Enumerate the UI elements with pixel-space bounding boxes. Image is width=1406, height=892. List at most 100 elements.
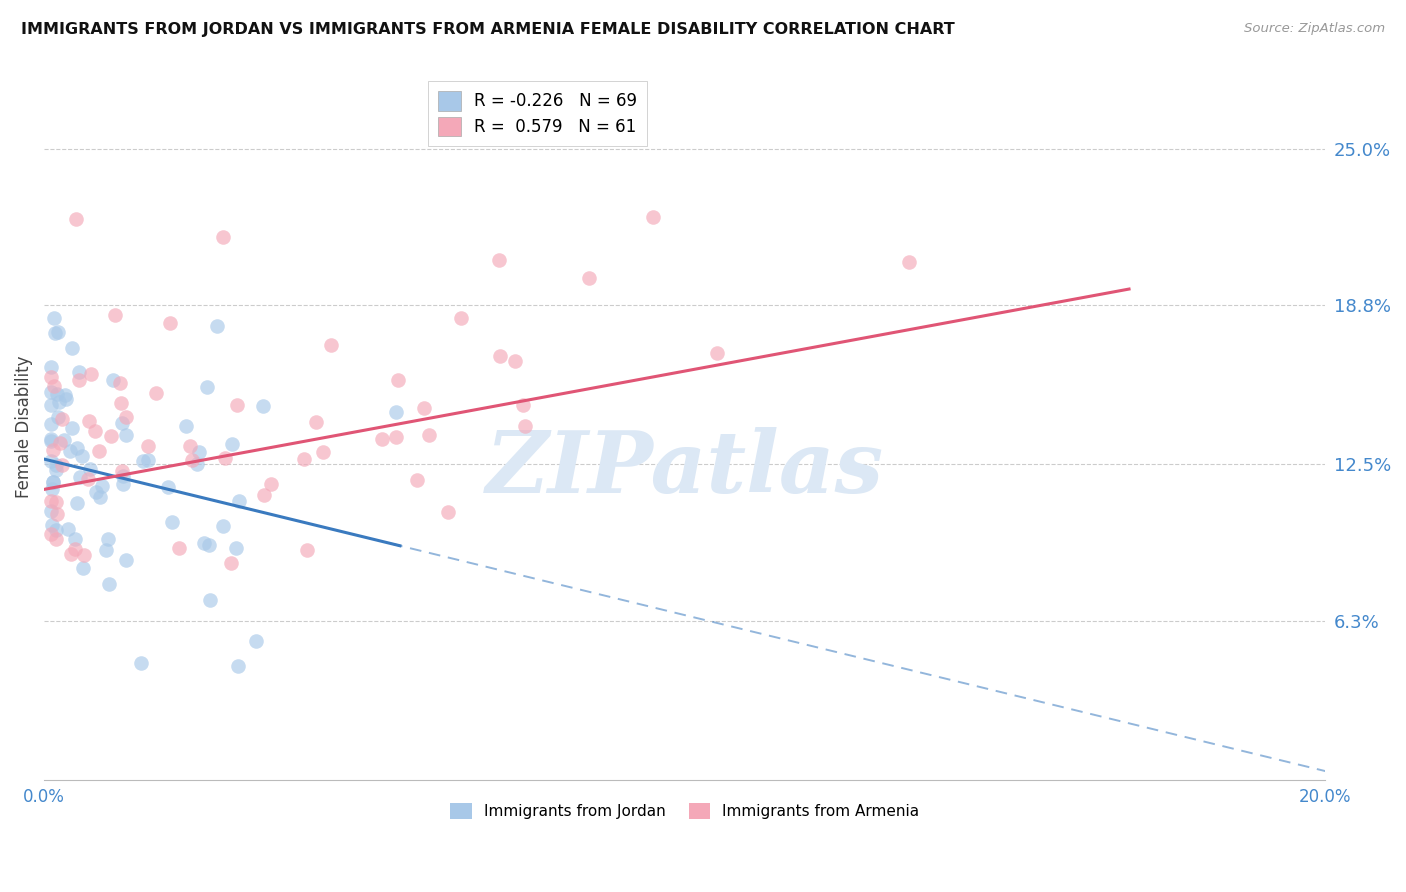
Point (91, 479, 114, 493)
Point (195, 380, 218, 394)
Point (41, 482, 63, 496)
Point (46, 387, 69, 401)
Point (186, 458, 208, 472)
Point (103, 309, 125, 323)
Point (219, 556, 242, 570)
Point (60, 547, 83, 561)
Point (70, 449, 93, 463)
Point (108, 376, 131, 391)
Point (110, 396, 132, 410)
Point (39, 369, 62, 384)
Text: ZIPatlas: ZIPatlas (485, 427, 884, 510)
Point (115, 427, 138, 442)
Point (131, 454, 153, 468)
Point (292, 451, 315, 466)
Point (72, 561, 94, 575)
Point (59, 444, 82, 458)
Point (67, 373, 90, 387)
Point (226, 398, 249, 412)
Point (212, 518, 235, 533)
Point (111, 417, 134, 431)
Point (198, 538, 221, 552)
Point (111, 464, 134, 478)
Point (84, 484, 107, 499)
Point (84, 424, 107, 438)
Point (45, 458, 67, 472)
Point (55, 392, 77, 406)
Point (641, 210, 664, 224)
Point (225, 541, 247, 555)
Point (706, 346, 728, 360)
Point (111, 468, 134, 483)
Point (418, 427, 440, 442)
Point (385, 405, 408, 419)
Point (214, 451, 236, 466)
Point (412, 401, 434, 416)
Point (49, 436, 72, 450)
Point (174, 419, 197, 434)
Point (97, 577, 120, 591)
Point (45, 532, 67, 546)
Point (97, 532, 120, 546)
Point (405, 473, 427, 487)
Point (160, 515, 183, 529)
Point (42, 310, 65, 325)
Point (205, 318, 228, 333)
Point (101, 373, 124, 387)
Point (80, 367, 103, 381)
Point (578, 270, 600, 285)
Point (371, 432, 394, 446)
Point (77, 472, 100, 486)
Point (181, 453, 204, 467)
Point (39, 360, 62, 375)
Point (129, 656, 152, 670)
Point (450, 310, 472, 325)
Point (159, 316, 181, 330)
Point (295, 542, 318, 557)
Point (187, 445, 209, 459)
Text: IMMIGRANTS FROM JORDAN VS IMMIGRANTS FROM ARMENIA FEMALE DISABILITY CORRELATION : IMMIGRANTS FROM JORDAN VS IMMIGRANTS FRO… (21, 22, 955, 37)
Point (45, 523, 67, 537)
Point (212, 230, 235, 244)
Point (77, 414, 100, 428)
Point (221, 437, 243, 451)
Point (52, 434, 75, 448)
Point (253, 488, 276, 502)
Point (96, 543, 118, 558)
Point (387, 374, 409, 388)
Point (51, 411, 73, 425)
Text: Source: ZipAtlas.com: Source: ZipAtlas.com (1244, 22, 1385, 36)
Point (79, 462, 101, 476)
Point (42, 475, 65, 490)
Point (60, 341, 83, 355)
Point (503, 354, 526, 368)
Point (100, 428, 122, 442)
Point (39, 493, 62, 508)
Point (46, 508, 69, 522)
Point (245, 633, 267, 648)
Point (65, 212, 87, 227)
Point (63, 532, 86, 546)
Point (65, 541, 87, 556)
Point (89, 490, 111, 504)
Point (51, 458, 73, 473)
Point (179, 439, 201, 453)
Point (48, 394, 70, 409)
Point (489, 349, 512, 363)
Point (114, 553, 136, 567)
Point (39, 434, 62, 448)
Point (157, 480, 180, 494)
Point (45, 495, 67, 509)
Point (319, 337, 342, 351)
Point (252, 400, 274, 414)
Point (67, 365, 90, 379)
Point (42, 443, 65, 458)
Point (305, 416, 328, 430)
Point (259, 476, 281, 491)
Point (115, 409, 138, 424)
Point (226, 659, 249, 673)
Point (39, 504, 62, 518)
Point (66, 496, 89, 510)
Point (512, 398, 534, 412)
Legend: Immigrants from Jordan, Immigrants from Armenia: Immigrants from Jordan, Immigrants from … (444, 797, 925, 825)
